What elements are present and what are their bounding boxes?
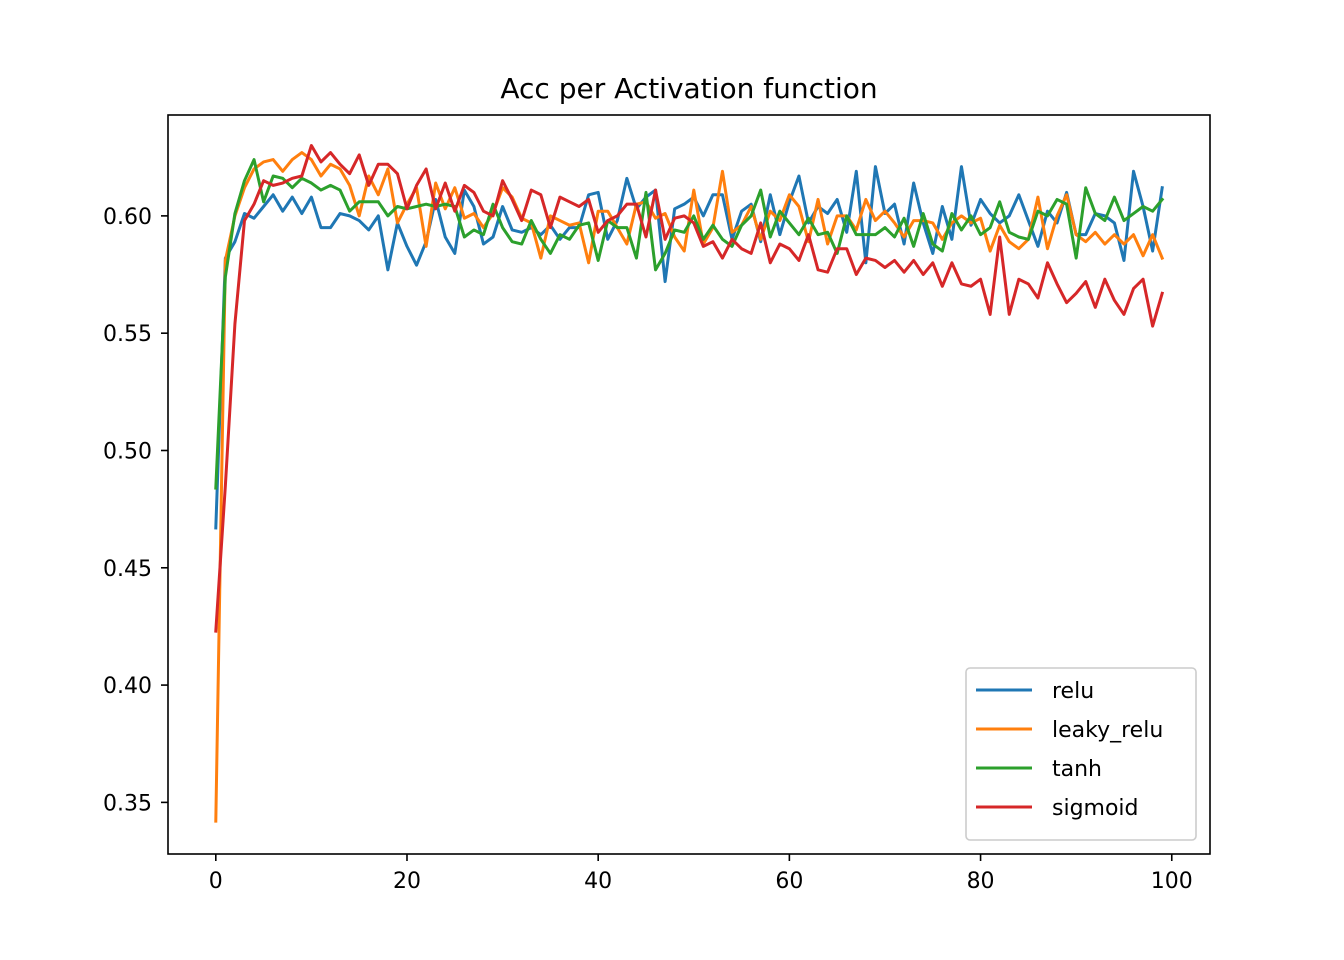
legend-label-leaky-relu: leaky_relu [1052, 718, 1163, 743]
x-tick-label: 80 [967, 869, 995, 894]
plot-area-frame [167, 114, 1211, 855]
legend-box [965, 667, 1197, 841]
x-tick-label: 0 [209, 869, 223, 894]
y-tick-label: 0.45 [103, 557, 152, 582]
y-axis: 0.35 0.40 0.45 0.50 0.55 0.60 [103, 205, 168, 816]
y-tick-label: 0.55 [103, 322, 152, 347]
series-lines [214, 144, 1165, 823]
legend-label-sigmoid: sigmoid [1052, 796, 1139, 821]
x-tick-label: 40 [584, 869, 612, 894]
y-tick-label: 0.35 [103, 791, 152, 816]
y-tick-label: 0.60 [103, 205, 152, 230]
x-tick-label: 100 [1151, 869, 1193, 894]
series-line-tanh [214, 158, 1165, 490]
y-tick-label: 0.40 [103, 674, 152, 699]
chart-title: Acc per Activation function [500, 72, 877, 105]
x-axis: 0 20 40 60 80 100 [209, 854, 1193, 894]
x-tick-label: 60 [775, 869, 803, 894]
legend-label-tanh: tanh [1052, 757, 1102, 782]
x-tick-label: 20 [393, 869, 421, 894]
y-tick-label: 0.50 [103, 439, 152, 464]
series-line-sigmoid [214, 144, 1165, 633]
legend-label-relu: relu [1052, 679, 1094, 704]
